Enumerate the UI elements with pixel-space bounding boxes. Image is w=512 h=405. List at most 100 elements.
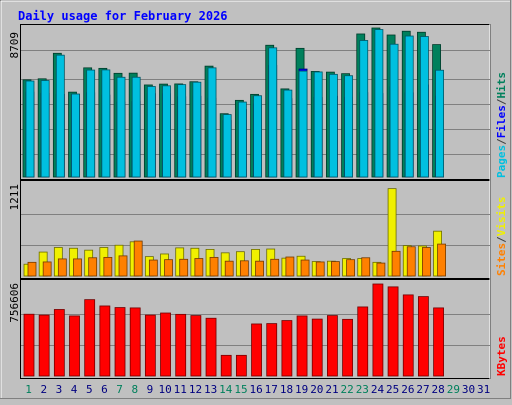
sites-bar <box>148 259 158 277</box>
legend-sep-1: / <box>495 138 508 145</box>
kbytes-bar <box>175 313 187 377</box>
x-tick-label: 1 <box>25 383 32 396</box>
x-tick-label: 21 <box>325 383 338 396</box>
pages-bar <box>344 75 353 178</box>
pages-bar <box>328 73 338 178</box>
kbytes-bar <box>418 296 429 377</box>
x-tick-label: 7 <box>116 383 123 396</box>
visits-panel-legend: Sites/Visits <box>495 197 508 277</box>
legend-kbytes: KBytes <box>495 336 508 376</box>
kbytes-bar <box>69 315 80 377</box>
kbytes-bar <box>251 323 262 377</box>
sites-bar <box>88 257 98 277</box>
kbytes-panel-legend: KBytes <box>495 336 508 376</box>
kbytes-bar <box>114 307 126 377</box>
x-tick-label: 4 <box>71 383 78 396</box>
kbytes-bar <box>372 283 384 377</box>
legend-hits: Hits <box>495 72 508 99</box>
x-tick-label: 14 <box>219 383 233 396</box>
sites-bar <box>42 261 52 277</box>
kbytes-bar <box>296 315 308 377</box>
x-tick-label: 9 <box>147 383 154 396</box>
legend-sep-2: / <box>495 98 508 105</box>
sites-bar <box>437 243 446 277</box>
sites-bar <box>209 256 219 277</box>
pages-bar <box>162 85 171 178</box>
pages-bar <box>359 40 369 178</box>
x-tick-label: 24 <box>371 383 385 396</box>
pages-bar <box>283 89 293 178</box>
x-tick-label: 8 <box>131 383 138 396</box>
kbytes-bar <box>342 318 353 377</box>
kbytes-bar <box>160 312 171 377</box>
pages-bar <box>192 81 202 178</box>
pages-bar <box>298 70 308 178</box>
x-tick-label: 11 <box>174 383 187 396</box>
x-tick-label: 10 <box>158 383 171 396</box>
x-tick-label: 13 <box>204 383 217 396</box>
pages-bar <box>313 71 323 178</box>
pages-bar <box>435 69 444 178</box>
x-tick-label: 6 <box>101 383 108 396</box>
kbytes-bar <box>357 306 369 377</box>
kbytes-bar <box>23 313 35 377</box>
sites-bar <box>164 259 173 277</box>
pages-bar <box>222 114 232 178</box>
sites-bar <box>361 257 371 277</box>
sites-bar <box>239 260 249 277</box>
pages-bar <box>268 47 278 178</box>
visits-panel-y-max-label: 1211 <box>8 184 21 211</box>
x-axis-tick-labels: 1 2 3 4 5 6 7 8 9 10 11 12 13 14 15 16 17 18 19 20 21 22 23 24 2… <box>25 383 490 396</box>
sites-bar <box>346 259 355 277</box>
x-tick-label: 16 <box>250 383 263 396</box>
legend-sites: Sites <box>495 243 508 276</box>
kbytes-bar <box>433 307 444 377</box>
pages-bar <box>374 29 384 178</box>
pages-bar <box>207 67 217 178</box>
x-tick-label: 15 <box>234 383 247 396</box>
x-tick-label: 26 <box>401 383 414 396</box>
sites-bar <box>57 258 67 277</box>
sites-bar <box>133 240 143 277</box>
x-tick-label: 29 <box>447 383 460 396</box>
x-tick-label: 30 <box>462 383 475 396</box>
kbytes-bar <box>84 299 96 377</box>
sites-bar <box>255 260 264 277</box>
kbytes-bar <box>190 315 202 377</box>
kbytes-bar <box>402 294 414 377</box>
sites-bar <box>330 261 340 277</box>
pages-bar <box>86 69 96 178</box>
legend-pages: Pages <box>495 145 508 178</box>
x-tick-label: 12 <box>189 383 202 396</box>
pages-bar <box>71 93 80 178</box>
legend-visits: Visits <box>495 197 508 237</box>
x-tick-label: 28 <box>432 383 445 396</box>
pages-bar <box>404 35 414 178</box>
x-tick-label: 23 <box>356 383 369 396</box>
sites-bar <box>391 250 401 277</box>
kbytes-bar <box>38 314 50 377</box>
x-tick-label: 27 <box>416 383 429 396</box>
chart-title: Daily usage for February 2026 <box>18 9 228 23</box>
pages-bar <box>101 69 111 178</box>
kbytes-panel-y-max-label: 756606 <box>8 283 21 323</box>
kbytes-bar <box>281 320 293 377</box>
x-tick-label: 22 <box>341 383 354 396</box>
kbytes-bar <box>144 314 156 377</box>
x-tick-label: 19 <box>295 383 308 396</box>
pages-bar <box>177 84 187 178</box>
legend-sep-3: / <box>495 236 508 243</box>
pages-bar <box>25 80 35 178</box>
kbytes-bar <box>326 315 338 377</box>
kbytes-bar <box>220 354 232 377</box>
x-tick-label: 25 <box>386 383 399 396</box>
pages-bar <box>420 36 429 178</box>
x-tick-label: 31 <box>477 383 490 396</box>
x-tick-label: 17 <box>265 383 278 396</box>
x-tick-label: 18 <box>280 383 293 396</box>
sites-bar <box>422 247 431 277</box>
x-tick-label: 5 <box>86 383 93 396</box>
x-tick-label: 3 <box>56 383 63 396</box>
